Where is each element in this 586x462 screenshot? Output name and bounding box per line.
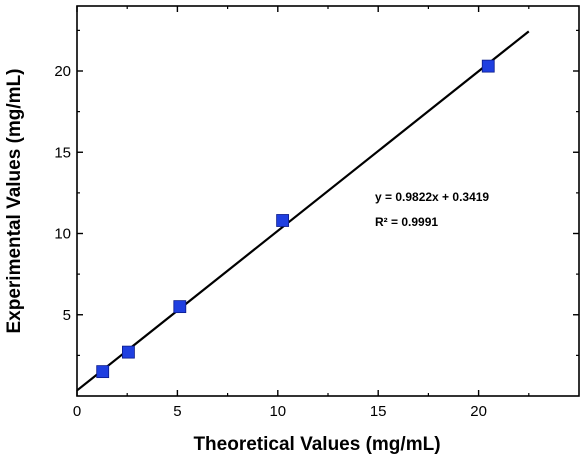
x-tick-label: 0 [73, 403, 81, 420]
regression-line [76, 30, 530, 392]
x-tick-label: 10 [269, 403, 286, 420]
y-axis-title: Experimental Values (mg/mL) [4, 68, 25, 333]
equation-annotation: y = 0.9822x + 0.3419 [375, 190, 489, 204]
tick-marks [76, 6, 579, 396]
x-axis-title: Theoretical Values (mg/mL) [193, 434, 440, 455]
y-tick-label: 10 [54, 226, 71, 243]
y-tick-label: 15 [54, 144, 71, 161]
y-tick-label: 20 [54, 63, 71, 80]
data-point [276, 214, 290, 227]
x-tick-label: 20 [470, 403, 487, 420]
data-point [96, 365, 110, 379]
data-point [173, 300, 187, 314]
x-tick-label: 5 [173, 403, 181, 420]
tick-labels: 0 5 10 15 20 5 10 15 20 [54, 63, 487, 420]
y-tick-label: 5 [63, 307, 71, 324]
data-point [122, 345, 135, 359]
plot-frame [76, 5, 580, 397]
data-points [96, 59, 495, 379]
x-tick-label: 15 [370, 403, 387, 420]
data-point [481, 59, 495, 73]
r-squared-annotation: R² = 0.9991 [375, 215, 438, 229]
